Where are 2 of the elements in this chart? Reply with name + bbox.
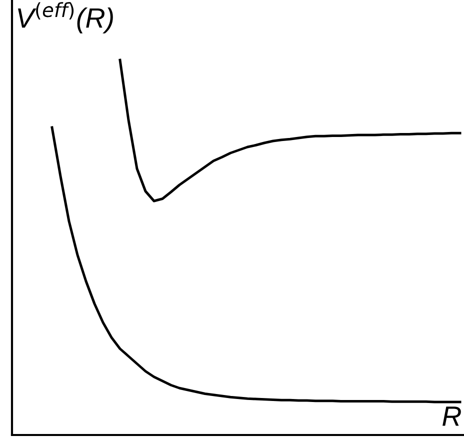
x-axis-title: R [442, 406, 461, 426]
y-axis-title: V$^{(eff)}$(R) [18, 2, 113, 34]
